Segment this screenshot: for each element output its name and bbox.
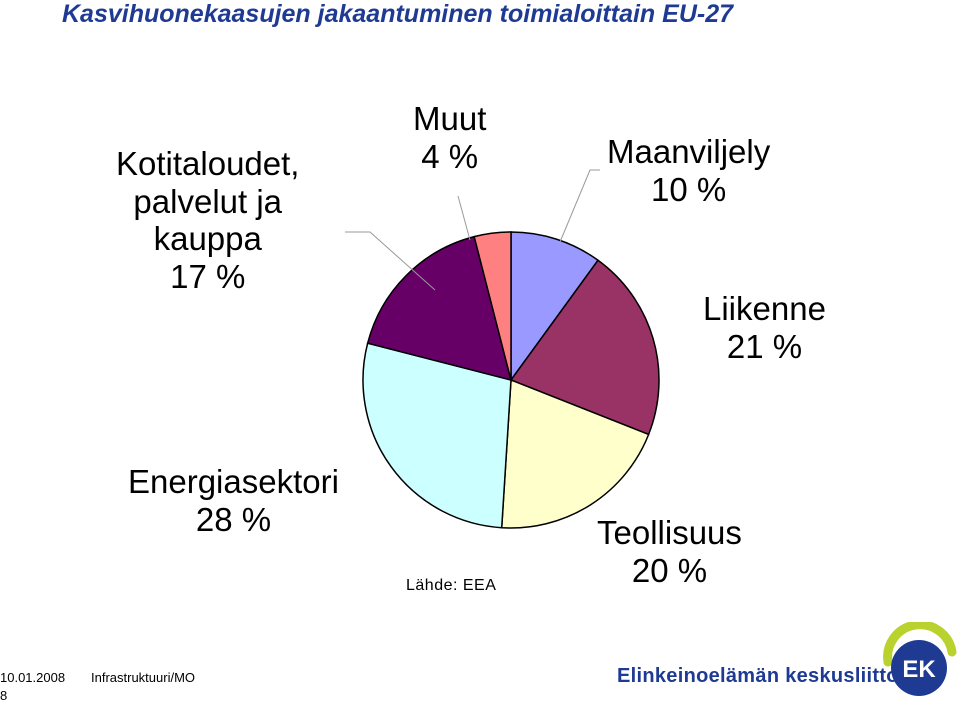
slice-label-line: Teollisuus <box>597 514 742 551</box>
logo-text: EK <box>902 656 936 683</box>
slice-label-line: Maanviljely <box>607 133 771 170</box>
slice-value-label: 28 % <box>195 500 272 538</box>
slice-label-line: Energiasektori <box>128 463 339 500</box>
slice-label-kotitaloudet: Kotitaloudet, palvelut ja kauppa 17 % <box>116 145 299 295</box>
slice-value-label: 21 % <box>726 327 803 365</box>
pie-slice-muut <box>473 231 512 381</box>
pie-slice-maanviljely <box>510 231 600 383</box>
leader-line-muut <box>457 195 471 241</box>
slice-label-line: Kotitaloudet, <box>116 145 300 182</box>
organization-name: Elinkeinoelämän keskusliitto <box>617 665 899 687</box>
page-number: 8 <box>0 688 8 703</box>
slice-value-label: 4 % <box>421 137 479 175</box>
slice-label-line: Muut <box>413 100 487 137</box>
slice-value-label: 20 % <box>631 551 708 589</box>
slice-label-line: palvelut ja <box>133 182 283 220</box>
leader-line-kotitaloudet <box>345 231 436 291</box>
leader-line-maanviljely <box>559 169 600 243</box>
slice-value-label: 10 % <box>651 170 727 208</box>
pie-slice-liikenne <box>509 259 660 436</box>
slice-label-maanviljely: Maanviljely 10 % <box>607 133 770 208</box>
pie-slice-kotitaloudet <box>366 235 513 382</box>
source-note: Lähde: EEA <box>406 577 497 594</box>
slice-label-muut: Muut 4 % <box>413 100 486 175</box>
ek-logo: EK <box>883 622 957 696</box>
page-title: Kasvihuonekaasujen jakaantuminen toimial… <box>62 0 734 28</box>
slice-label-line: Liikenne <box>703 290 826 327</box>
slice-label-teollisuus: Teollisuus 20 % <box>597 514 742 589</box>
slice-label-energiasektori: Energiasektori 28 % <box>128 463 339 538</box>
slice-label-line: kauppa <box>153 220 262 258</box>
slice-label-liikenne: Liikenne 21 % <box>703 290 826 365</box>
footer-department: Infrastruktuuri/MO <box>91 670 196 685</box>
pie-slice-energiasektori <box>362 342 512 529</box>
pie-slice-teollisuus <box>500 378 650 529</box>
footer-date: 10.01.2008 <box>0 670 66 685</box>
slice-value-label: 17 % <box>170 257 246 295</box>
